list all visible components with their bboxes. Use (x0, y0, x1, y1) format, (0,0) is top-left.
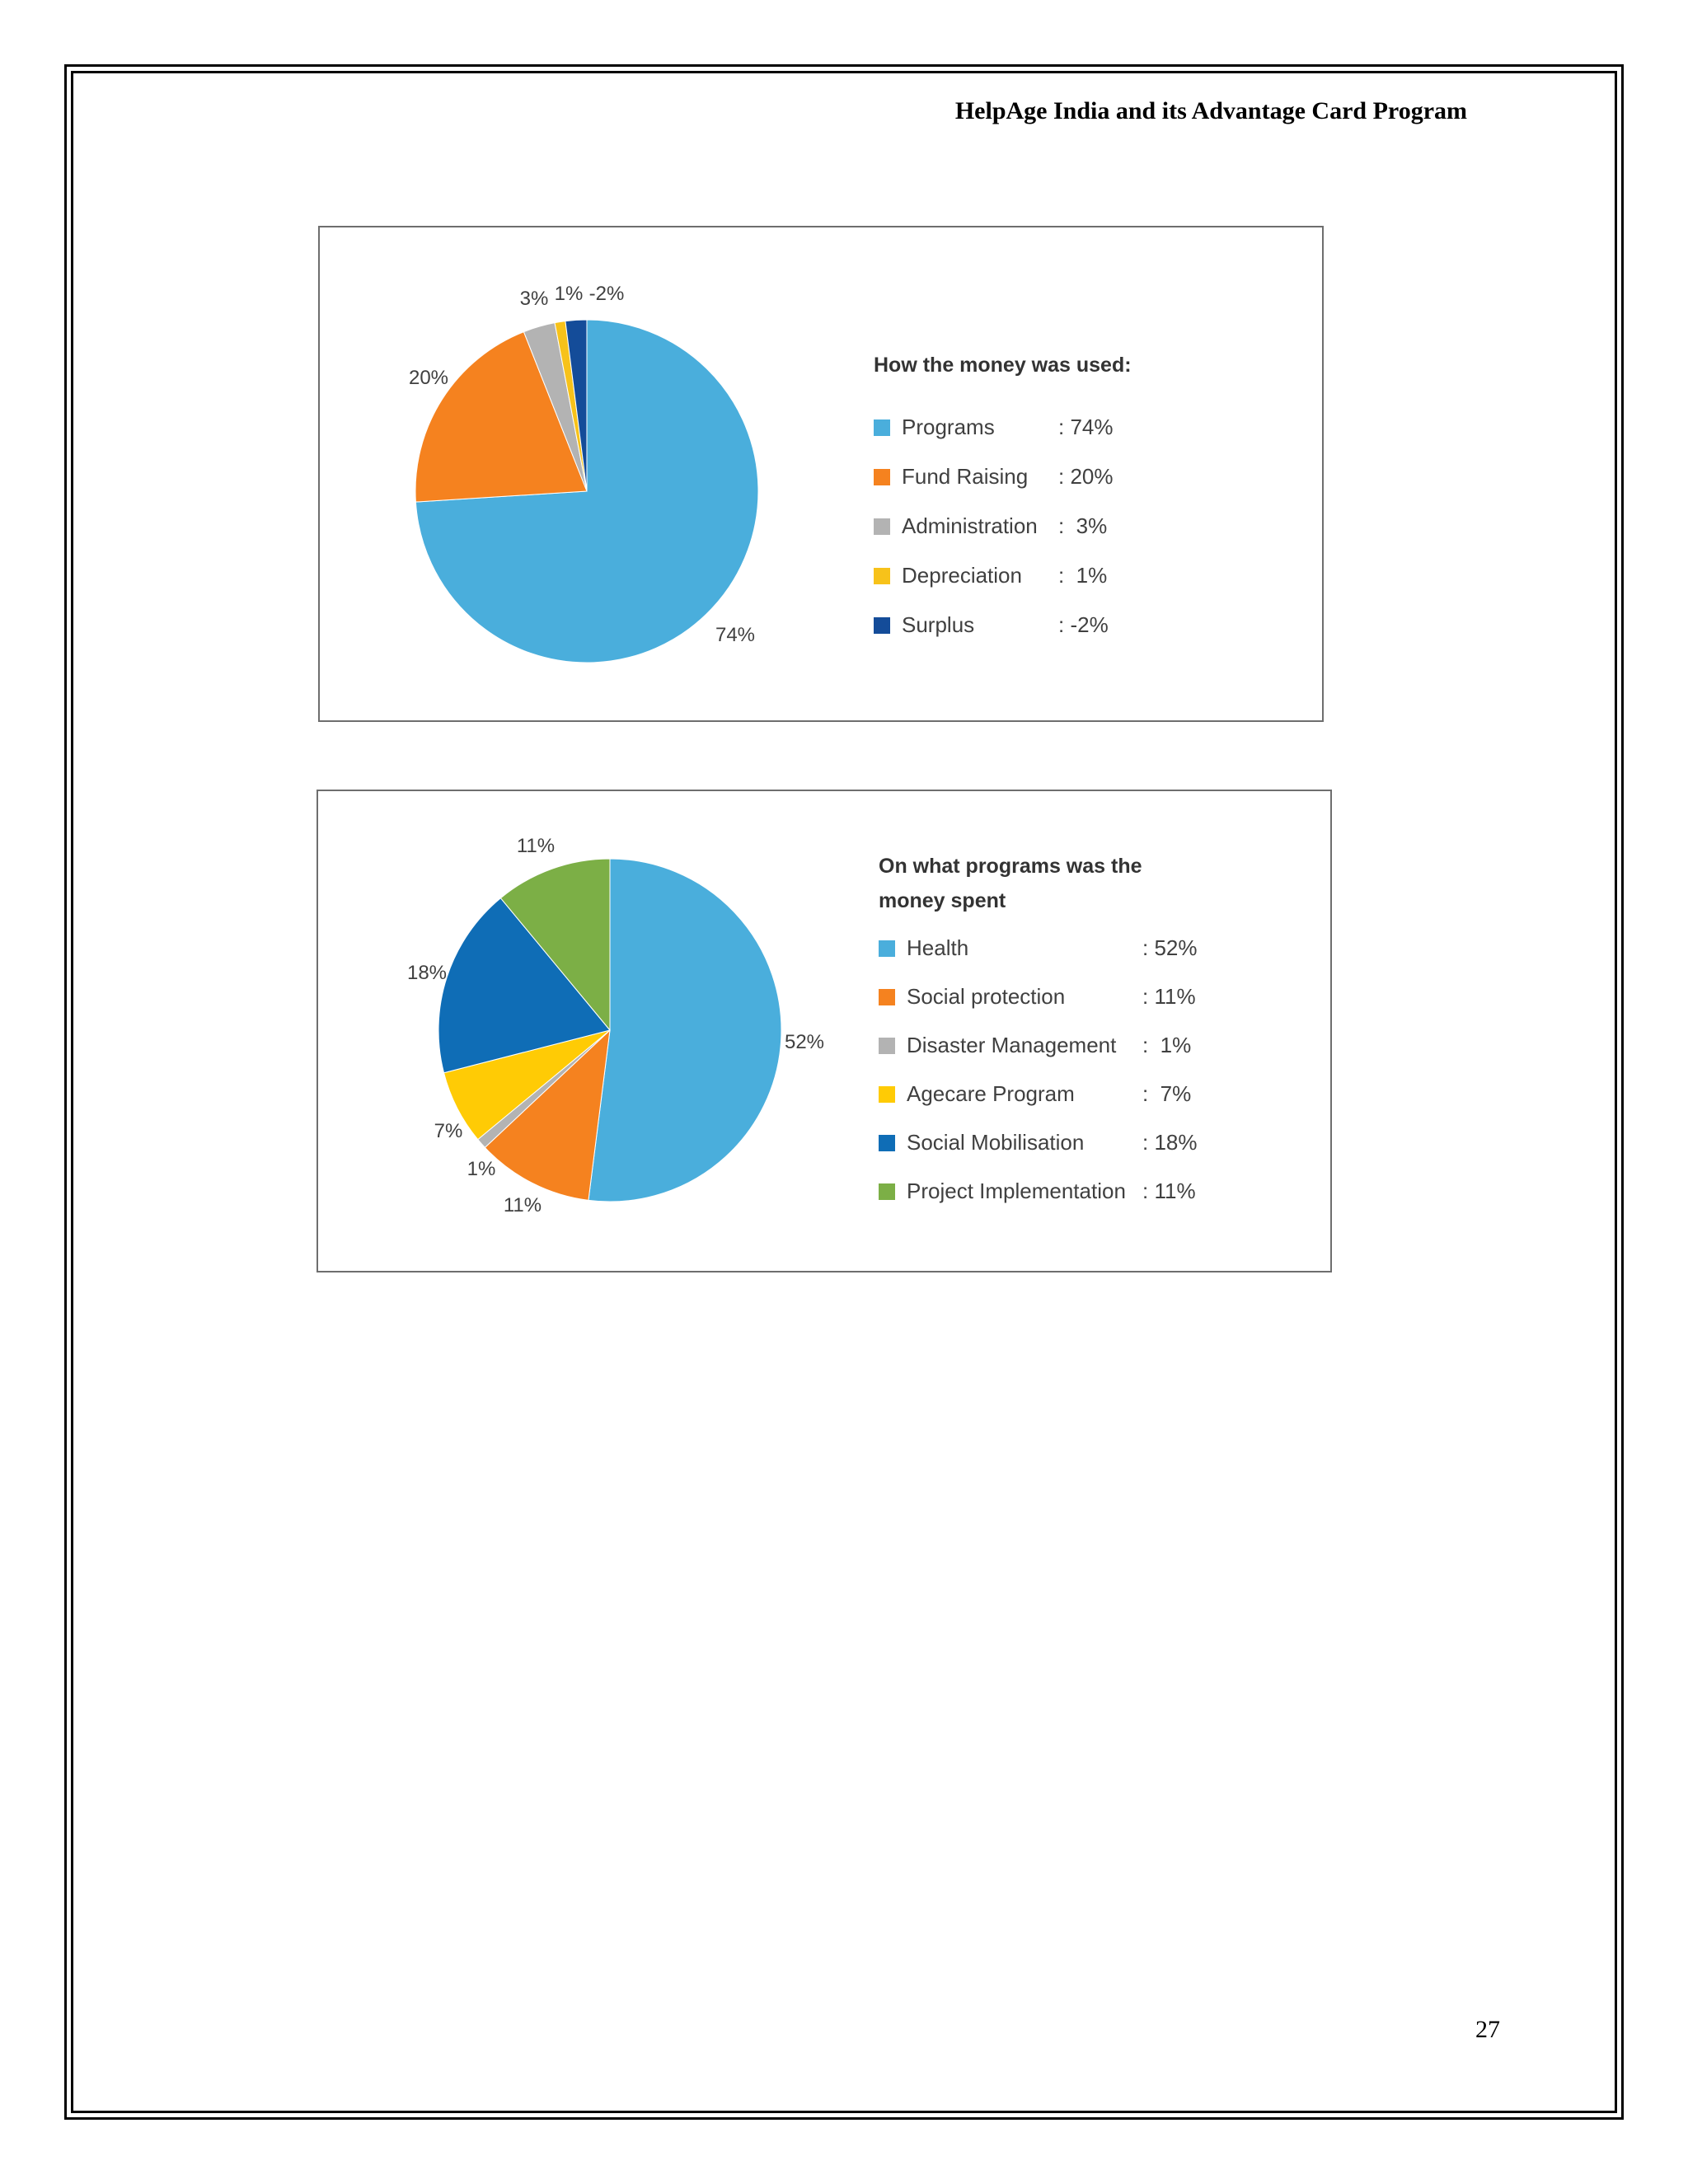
legend-swatch (879, 989, 895, 1005)
legend-swatch (879, 940, 895, 957)
legend-item-depreciation: Depreciation : 1% (874, 562, 1157, 588)
legend-item-administration: Administration : 3% (874, 513, 1157, 539)
slice-label-administration: 3% (520, 288, 549, 310)
slice-label-project-implementation: 11% (517, 835, 555, 857)
legend-value: : 74% (1058, 415, 1114, 439)
slice-label-depreciation: 1% (555, 283, 584, 305)
legend-swatch (874, 518, 890, 535)
pie-slice-health (588, 858, 782, 1202)
legend-value: : 1% (1142, 1033, 1192, 1057)
legend-item-social-mobilisation: Social Mobilisation : 18% (879, 1129, 1241, 1155)
legend-value: : 7% (1142, 1081, 1192, 1106)
pie-slice-social-mobilisation (438, 898, 611, 1074)
program-spending-chart: 52% 11% 1% 7% 18% 11% On what programs was th… (316, 790, 1332, 1272)
legend-label: Project Implementation (907, 1179, 1126, 1203)
running-header: HelpAge India and its Advantage Card Pro… (954, 97, 1467, 124)
legend-item-health: Health : 52% (879, 935, 1241, 961)
legend-swatch (879, 1135, 895, 1151)
legend-label: Administration (902, 513, 1038, 538)
legend-value: : 11% (1142, 1179, 1196, 1203)
page-border-outer (64, 64, 1624, 2120)
legend-item-disaster-management: Disaster Management : 1% (879, 1032, 1241, 1058)
pie-slice-project-implementation (499, 858, 611, 1032)
legend-value: : 52% (1142, 935, 1198, 960)
legend-swatch (874, 419, 890, 436)
legend-value: : 18% (1142, 1130, 1198, 1155)
program-spending-legend-title: On what programs was the money spent (879, 855, 1142, 912)
legend-label: Programs (902, 415, 995, 439)
legend-item-project-implementation: Project Implementation : 11% (879, 1178, 1241, 1204)
money-usage-legend-title: How the money was used: (874, 354, 1132, 377)
slice-label-social-mobilisation: 18% (407, 962, 447, 984)
slice-label-agecare-program: 7% (434, 1120, 463, 1142)
legend-label: Fund Raising (902, 464, 1029, 489)
legend-value: : -2% (1058, 612, 1109, 637)
pie-slice-surplus (565, 319, 588, 492)
legend-label: Health (907, 935, 969, 960)
legend-item-surplus: Surplus : -2% (874, 612, 1157, 638)
slice-label-surplus: -2% (589, 283, 625, 305)
legend-value: : 1% (1058, 563, 1108, 588)
legend-value: : 3% (1058, 513, 1108, 538)
slice-label-health: 52% (785, 1031, 824, 1053)
legend-swatch (874, 469, 890, 485)
legend-label: Depreciation (902, 563, 1022, 588)
slice-label-programs: 74% (715, 624, 755, 646)
program-spending-pie: 52% 11% 1%7% 18% 11% (407, 835, 824, 1216)
legend-label: Social Mobilisation (907, 1130, 1085, 1155)
legend-item-social-protection: Social protection : 11% (879, 983, 1241, 1010)
legend-label: Social protection (907, 984, 1066, 1009)
legend-swatch (879, 1183, 895, 1200)
legend-value: : 11% (1142, 984, 1196, 1009)
slice-label-disaster-management: 1% (467, 1158, 496, 1180)
legend-swatch (874, 617, 890, 634)
legend-value: : 20% (1058, 464, 1114, 489)
page-number: 27 (1475, 2016, 1500, 2043)
slice-label-fund-raising: 20% (409, 367, 448, 389)
legend-label: Agecare Program (907, 1081, 1075, 1106)
legend-item-programs: Programs : 74% (874, 414, 1157, 440)
legend-label: Disaster Management (907, 1033, 1117, 1057)
money-usage-pie: 74% 20% 3% 1% -2% (409, 283, 759, 663)
legend-item-agecare-program: Agecare Program : 7% (879, 1080, 1241, 1107)
legend-swatch (879, 1038, 895, 1054)
legend-item-fund-raising: Fund Raising : 20% (874, 463, 1157, 490)
pie-slice-fund-raising (415, 330, 588, 503)
slice-label-social-protection: 11% (504, 1194, 542, 1216)
legend-swatch (874, 568, 890, 584)
legend-label: Surplus (902, 612, 975, 637)
legend-swatch (879, 1086, 895, 1103)
pie-slice-social-protection (484, 1029, 611, 1201)
money-usage-chart: 74% 20% 3% 1% -2% How the money was used: Pr… (318, 226, 1324, 722)
page-border-inner (71, 71, 1617, 2113)
